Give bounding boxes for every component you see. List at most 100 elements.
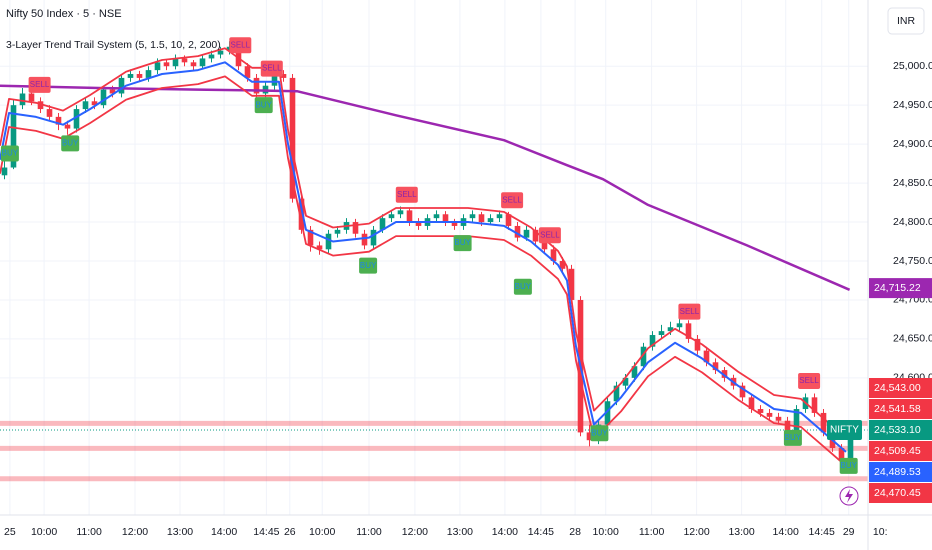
- trend-line: [0, 61, 847, 453]
- candle-body: [307, 229, 314, 246]
- buy-signal: [359, 257, 378, 274]
- y-tick-label: 24,750.00: [893, 255, 932, 267]
- signal-label: BUY: [840, 461, 857, 470]
- signal-label: BUY: [515, 282, 532, 291]
- candle-body: [145, 70, 152, 78]
- candle-body: [46, 109, 53, 117]
- candle-body: [739, 385, 746, 398]
- candle-body: [154, 62, 161, 71]
- signal-label: SELL: [231, 40, 251, 49]
- candle-body: [136, 74, 143, 78]
- x-tick-label: 25: [4, 526, 16, 538]
- candle-body: [712, 362, 719, 371]
- x-tick-label: 10:: [873, 526, 888, 538]
- candle-body: [541, 241, 548, 250]
- buy-signal: [783, 429, 802, 446]
- sell-signal: [678, 303, 701, 320]
- candle-body: [559, 261, 566, 269]
- price-label-box: [869, 377, 932, 398]
- candle-body: [37, 101, 44, 110]
- candle-body: [64, 124, 71, 129]
- price-label: 24,533.10: [874, 424, 921, 436]
- x-tick-label: 13:00: [167, 526, 193, 538]
- x-tick-label: 14:45: [528, 526, 554, 538]
- buy-signal: [590, 425, 609, 442]
- candle-body: [514, 225, 521, 238]
- signal-label: SELL: [799, 376, 819, 385]
- event-icon-bolt: [845, 489, 853, 503]
- sell-signal: [260, 60, 283, 77]
- x-tick-label: 11:00: [356, 526, 382, 538]
- candle-body: [532, 229, 539, 242]
- plot: SELL SELL SELL SELL SELL SELL SELL SELL BUY BUY BU…: [0, 37, 858, 474]
- x-tick-label: 14:00: [773, 526, 799, 538]
- candle-body: [631, 366, 638, 378]
- signal-label: BUY: [591, 428, 608, 437]
- x-tick-label: 14:00: [211, 526, 237, 538]
- sell-signal: [538, 227, 561, 244]
- trend-line: [0, 75, 847, 467]
- candle-body: [199, 58, 206, 67]
- candle-body: [748, 397, 755, 410]
- candle-body: [316, 245, 323, 250]
- y-tick-label: 24,950.00: [893, 99, 932, 111]
- candle-body: [838, 447, 845, 460]
- sell-signal: [798, 372, 821, 389]
- currency-button[interactable]: [887, 7, 925, 35]
- candle-body: [91, 101, 98, 106]
- candle-body: [1, 167, 8, 176]
- price-label: 24,509.45: [874, 445, 921, 457]
- candle-body: [766, 412, 773, 417]
- signal-label: SELL: [680, 307, 700, 316]
- x-tick-label: 12:00: [683, 526, 709, 538]
- price-label-box: [869, 461, 932, 482]
- sell-signal: [28, 76, 51, 93]
- candle-body: [622, 377, 629, 386]
- x-tick-label: 13:00: [728, 526, 754, 538]
- y-tick-label: 24,850.00: [893, 177, 932, 189]
- candle-body: [100, 89, 107, 106]
- price-label-box: [869, 440, 932, 461]
- candle-body: [820, 412, 827, 433]
- signal-label: BUY: [62, 138, 79, 147]
- candle-body: [433, 214, 440, 219]
- candle-body: [685, 323, 692, 339]
- sell-signal: [501, 192, 524, 209]
- signal-label: SELL: [397, 190, 417, 199]
- candle-body: [334, 229, 341, 234]
- price-label-box: [869, 482, 932, 503]
- price-label-box: [869, 398, 932, 419]
- candle-body: [271, 74, 278, 86]
- axes: 25,000.00 24,950.00 24,900.00 24,850.00 24,8…: [4, 60, 932, 538]
- candle-body: [694, 338, 701, 351]
- signal-label: SELL: [540, 230, 560, 239]
- price-label: 24,715.22: [874, 282, 921, 294]
- candle-body: [397, 210, 404, 215]
- x-tick-label: 14:45: [809, 526, 835, 538]
- candle-body: [640, 346, 647, 367]
- candle-body: [667, 327, 674, 332]
- candle-body: [415, 222, 422, 226]
- candle-body: [109, 89, 116, 94]
- sell-signal: [395, 186, 418, 203]
- signal-label: BUY: [360, 261, 377, 270]
- x-tick-label: 10:00: [309, 526, 335, 538]
- candle-body: [352, 222, 359, 234]
- candle-body: [208, 54, 215, 59]
- candle-body: [775, 416, 782, 421]
- price-label-box: [869, 419, 932, 440]
- candle-body: [451, 222, 458, 226]
- candle-body: [811, 397, 818, 413]
- price-lines: [0, 420, 868, 482]
- candle-body: [568, 268, 575, 300]
- candle-body: [442, 214, 449, 223]
- candle-body: [613, 385, 620, 402]
- signal-label: BUY: [785, 433, 802, 442]
- candle-body: [703, 350, 710, 363]
- candle-body: [496, 214, 503, 219]
- currency[interactable]: INR: [897, 15, 916, 27]
- x-tick-label: 12:00: [122, 526, 148, 538]
